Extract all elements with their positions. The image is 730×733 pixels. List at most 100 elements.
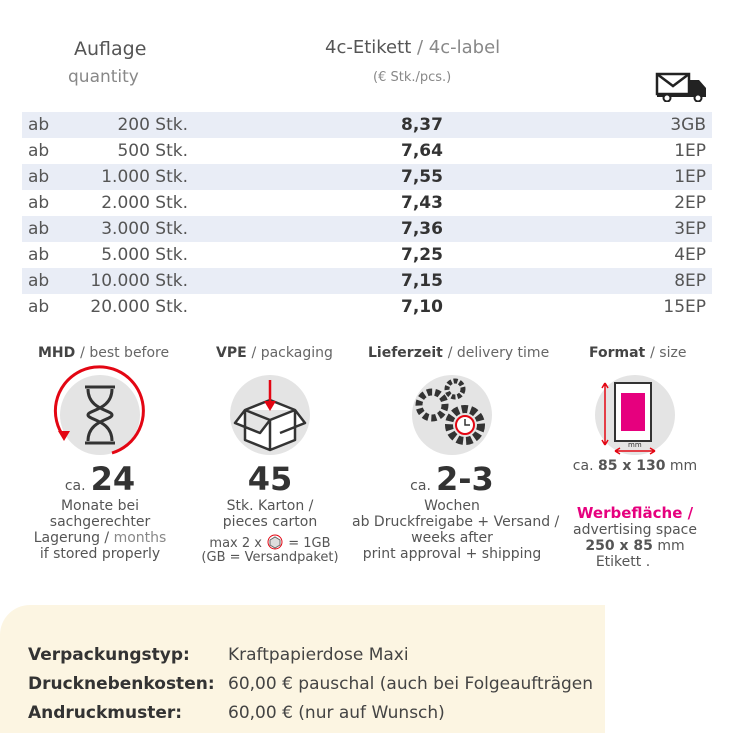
- value: 24: [90, 460, 136, 498]
- table-row: ab 1.000 Stk. 7,55 1EP: [22, 164, 712, 190]
- truck-icon: [655, 72, 706, 102]
- label-en: / 4c-label: [416, 37, 501, 58]
- price: 7,64: [401, 141, 443, 161]
- value: 45: [247, 460, 293, 498]
- max-pre: max 2 x: [209, 536, 262, 551]
- prefix: ab: [28, 167, 50, 187]
- shipping: 4EP: [674, 245, 706, 265]
- price: 7,15: [401, 271, 443, 291]
- t: VPE: [216, 345, 247, 361]
- mhd-value: ca. 24: [0, 460, 200, 498]
- value: 85 x 130: [597, 458, 666, 474]
- header-quantity-en: quantity: [68, 67, 139, 87]
- l1: Stk. Karton /: [226, 498, 314, 514]
- info-icons: mm: [53, 365, 675, 455]
- note: (GB = Versandpaket): [201, 550, 339, 565]
- mhd-block: ca. 24 Monate bei sachgerechter Lagerung…: [0, 460, 200, 562]
- prefix: ab: [28, 245, 50, 265]
- table-row: ab 5.000 Stk. 7,25 4EP: [22, 242, 712, 268]
- quantity: 1.000 Stk.: [101, 167, 188, 187]
- header-label: 4c-Etikett / 4c-label: [325, 37, 500, 58]
- shipping: 15EP: [663, 297, 706, 317]
- value: 2-3: [436, 460, 494, 498]
- prefix: ab: [28, 297, 50, 317]
- table-row: ab 2.000 Stk. 7,43 2EP: [22, 190, 712, 216]
- l3: Lagerung / months: [0, 530, 200, 546]
- ad-en: advertising space: [573, 522, 697, 538]
- icon-unit: mm: [628, 441, 642, 449]
- t: Lieferzeit: [368, 345, 443, 361]
- quantity: 3.000 Stk.: [101, 219, 188, 239]
- ad-size: 250 x 85 mm: [535, 538, 730, 554]
- ad-value: 250 x 85: [585, 538, 653, 554]
- price: 7,36: [401, 219, 443, 239]
- size: ca. 85 x 130 mm: [535, 458, 730, 474]
- l4: print approval + shipping: [362, 546, 542, 562]
- t-en: / delivery time: [447, 345, 550, 361]
- prefix: ab: [28, 115, 50, 135]
- t: Format: [589, 345, 646, 361]
- l2: ab Druckfreigabe + Versand /: [352, 514, 560, 530]
- footer-label: Andruckmuster:: [28, 703, 183, 723]
- prefix: ab: [28, 193, 50, 213]
- l1: Monate bei: [60, 498, 140, 514]
- prefix: ab: [28, 271, 50, 291]
- delivery-block: ca. 2-3 Wochen ab Druckfreigabe + Versan…: [352, 460, 560, 562]
- ad-label: Etikett .: [595, 554, 651, 570]
- ad-unit: mm: [657, 538, 685, 554]
- price: 7,25: [401, 245, 443, 265]
- shipping: 3GB: [670, 115, 706, 135]
- max-post: = 1GB: [288, 536, 331, 551]
- shipping: 1EP: [674, 167, 706, 187]
- delivery-title: Lieferzeit / delivery time: [368, 345, 549, 361]
- l2: sachgerechter: [49, 514, 151, 530]
- shipping: 8EP: [674, 271, 706, 291]
- l1: Wochen: [424, 498, 480, 514]
- format-title: Format / size: [589, 345, 686, 361]
- footer-label: Verpackungstyp:: [28, 645, 190, 665]
- footer: Verpackungstyp: Kraftpapierdose Maxi Druck…: [0, 605, 605, 733]
- footer-value: 60,00 € pauschal (auch bei Folgeaufträge…: [228, 674, 594, 694]
- quantity: 200 Stk.: [117, 115, 188, 135]
- header-unit: (€ Stk./pcs.): [373, 70, 452, 85]
- t-en: / size: [650, 345, 687, 361]
- quantity: 20.000 Stk.: [90, 297, 188, 317]
- header-quantity: Auflage: [74, 38, 147, 60]
- table-row: ab 500 Stk. 7,64 1EP: [22, 138, 712, 164]
- price: 8,37: [401, 115, 443, 135]
- t-en: / best before: [80, 345, 170, 361]
- l3-de: Lagerung /: [33, 530, 110, 546]
- vpe-title: VPE / packaging: [216, 345, 333, 361]
- t: MHD: [38, 345, 76, 361]
- shipping: 1EP: [674, 141, 706, 161]
- max: max 2 x = 1GB: [170, 534, 370, 551]
- price: 7,10: [401, 297, 443, 317]
- quantity: 10.000 Stk.: [90, 271, 188, 291]
- table-row: ab 3.000 Stk. 7,36 3EP: [22, 216, 712, 242]
- quantity: 5.000 Stk.: [101, 245, 188, 265]
- ad-title: Werbefläche /: [576, 504, 694, 522]
- table-row: ab 20.000 Stk. 7,10 15EP: [22, 294, 712, 320]
- t-en: / packaging: [251, 345, 333, 361]
- footer-value: Kraftpapierdose Maxi: [228, 645, 409, 665]
- footer-label: Drucknebenkosten:: [28, 674, 215, 694]
- prefix: ca.: [410, 478, 431, 494]
- price: 7,43: [401, 193, 443, 213]
- l4: if stored properly: [39, 546, 161, 562]
- label-de: 4c-Etikett: [325, 37, 412, 58]
- mhd-title: MHD / best before: [38, 345, 169, 361]
- gb-icon: [267, 534, 283, 550]
- vpe-block: 45 Stk. Karton / pieces carton max 2 x =…: [170, 460, 370, 565]
- quantity: 500 Stk.: [117, 141, 188, 161]
- prefix: ca.: [64, 478, 86, 494]
- shipping: 2EP: [674, 193, 706, 213]
- format-block: ca. 85 x 130 mm Werbefläche / advertisin…: [535, 458, 730, 570]
- table-row: ab 200 Stk. 8,37 3GB: [22, 112, 712, 138]
- quantity: 2.000 Stk.: [101, 193, 188, 213]
- price: 7,55: [401, 167, 443, 187]
- shipping: 3EP: [674, 219, 706, 239]
- table-row: ab 10.000 Stk. 7,15 8EP: [22, 268, 712, 294]
- unit: mm: [669, 458, 698, 474]
- l3-en: months: [113, 530, 167, 546]
